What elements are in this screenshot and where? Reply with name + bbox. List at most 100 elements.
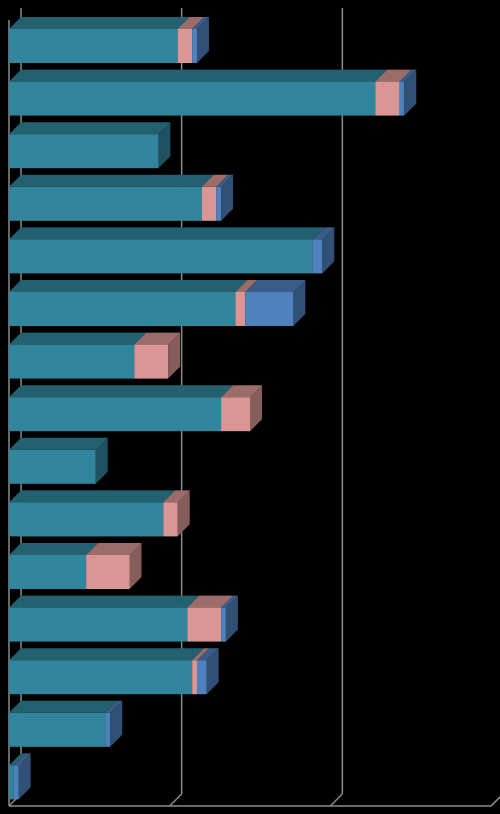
bar-segment-top [201, 174, 229, 187]
bar-segment-top [9, 490, 176, 503]
bar-segment-side [177, 490, 190, 537]
bar-segment-front [9, 765, 14, 800]
bar-segment-front [9, 502, 164, 537]
bar-segment-front [177, 29, 193, 63]
bar-segment-front [9, 134, 159, 169]
bar-segment-top [221, 385, 262, 398]
bar-segment-top [235, 280, 258, 292]
bar-segment-front [9, 81, 376, 116]
bar-segment-top [177, 17, 205, 29]
bar-row [9, 543, 142, 589]
bar-segment-top [86, 543, 142, 555]
bar-row [9, 227, 335, 274]
bar-segment-front [9, 660, 193, 695]
bar-segment-top [9, 700, 118, 713]
bar-segment-side [404, 69, 417, 116]
bar-row [9, 595, 238, 642]
bar-segment-front [221, 607, 226, 642]
bar-segment-side [225, 595, 238, 642]
bar-segment-side [168, 332, 181, 379]
bar-row [9, 437, 108, 484]
bar-segment-top [9, 174, 214, 187]
bar-segment-front [375, 81, 400, 116]
bar-segment-top [9, 437, 108, 450]
bar-segment-side [129, 543, 142, 589]
bar-segment-front [196, 660, 207, 695]
bar-segment-front [192, 29, 197, 63]
bar-segment-front [9, 344, 135, 379]
bar-segment-top [163, 490, 190, 503]
bar-segment-front [9, 186, 202, 221]
bar-segment-top [134, 332, 181, 345]
bar-segment-top [9, 280, 248, 292]
gridline-floor [169, 793, 183, 807]
bar-segment-front [216, 186, 222, 221]
bar-segment-front [187, 607, 222, 642]
bar-segment-front [192, 660, 197, 695]
bar-segment-side [293, 280, 306, 326]
bar-segment-front [163, 502, 178, 537]
bar-segment-top [9, 543, 99, 555]
bar-row [9, 753, 31, 800]
bar-segment-front [9, 292, 236, 326]
bar-segment-top [399, 69, 417, 82]
bar-segment-top [216, 174, 234, 187]
bar-segment-top [312, 227, 335, 240]
bar-segment-side [95, 437, 108, 484]
bar-segment-top [221, 595, 238, 608]
bar-row [9, 17, 209, 63]
bar-segment-top [9, 17, 190, 29]
bar-segment-top [192, 17, 209, 29]
bar-segment-front [9, 555, 87, 589]
chart-bars [9, 17, 417, 800]
bar-row [9, 280, 306, 326]
bar-segment-front [13, 765, 19, 800]
bar-segment-front [235, 292, 246, 326]
bar-segment-side [250, 385, 262, 432]
bar-segment-front [221, 397, 250, 432]
bar-row [9, 174, 234, 221]
bar-segment-top [9, 753, 26, 766]
bar-segment-front [9, 712, 106, 747]
bar-segment-front [399, 81, 405, 116]
bar-segment-side [158, 122, 171, 169]
bar-segment-side [18, 753, 31, 800]
bar-segment-front [245, 292, 294, 326]
bar-segment-top [245, 280, 306, 292]
bar-segment-top [9, 122, 171, 135]
bar-segment-top [196, 648, 219, 661]
bar-segment-front [9, 397, 222, 432]
bar-segment-side [322, 227, 335, 274]
bar-segment-top [192, 648, 209, 661]
bar-segment-front [9, 607, 188, 642]
bar-segment-top [105, 700, 123, 713]
bar-segment-front [201, 186, 217, 221]
bar-row [9, 69, 417, 116]
bar-segment-side [110, 700, 123, 747]
bar-segment-front [9, 239, 313, 274]
bar-segment-top [187, 595, 234, 608]
bar-segment-front [9, 29, 178, 63]
bar-segment-top [9, 385, 234, 398]
bar-segment-top [9, 648, 205, 661]
bar-row [9, 332, 181, 379]
bar-segment-top [9, 227, 325, 240]
bar-segment-front [9, 449, 96, 484]
bar-row [9, 490, 190, 537]
bar-segment-side [221, 174, 234, 221]
bar-segment-front [105, 712, 111, 747]
axis-floor-right [490, 795, 500, 807]
bar-row [9, 385, 262, 432]
gridline-floor [329, 793, 343, 807]
bar-row [9, 122, 171, 169]
bar-segment-front [134, 344, 169, 379]
bar-segment-front [312, 239, 323, 274]
bar-segment-top [9, 595, 200, 608]
bar-segment-side [196, 17, 209, 63]
bar-segment-top [13, 753, 31, 766]
bar-segment-side [206, 648, 219, 695]
bar-segment-top [375, 69, 412, 82]
bar-segment-top [9, 332, 147, 345]
bar-row [9, 700, 123, 747]
